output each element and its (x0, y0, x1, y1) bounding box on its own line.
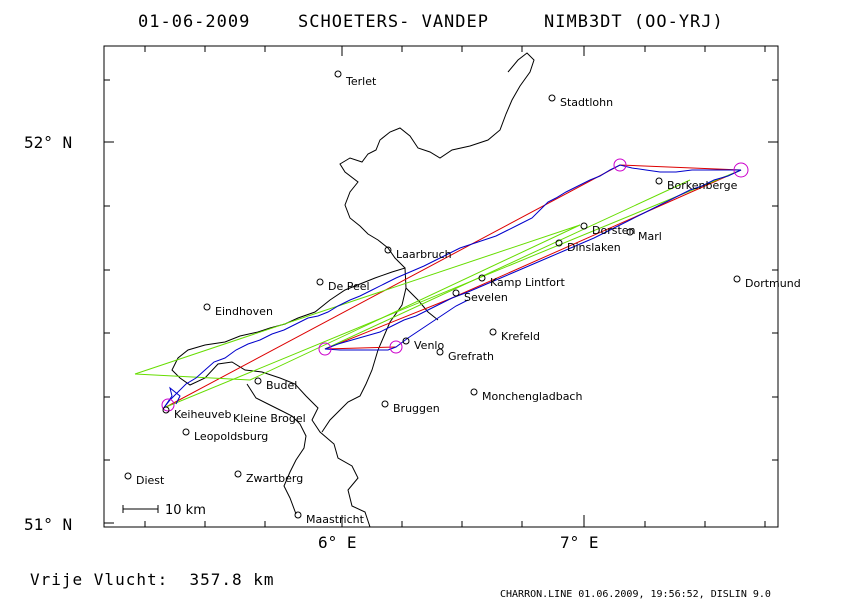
place-marker-icon (381, 400, 389, 408)
title-glider: NIMB3DT (OO-YRJ) (544, 12, 724, 32)
place-label: Stadtlohn (560, 96, 613, 109)
title-date: 01-06-2009 (138, 12, 250, 32)
place-monchengladbach: Monchengladbach (470, 388, 582, 403)
place-leopoldsburg: Leopoldsburg (182, 428, 268, 443)
place-label: Venlo (414, 339, 444, 352)
place-label: Kamp Lintfort (490, 276, 566, 289)
place-label: Marl (638, 230, 662, 243)
place-diest: Diest (124, 472, 165, 487)
place-label: Eindhoven (215, 305, 273, 318)
country-borders (171, 52, 535, 528)
place-marker-icon (655, 177, 663, 185)
place-label: Dortmund (745, 277, 801, 290)
place-de-peel: De Peel (316, 278, 370, 293)
place-marker-icon (478, 274, 486, 282)
place-laarbruch: Laarbruch (384, 246, 452, 261)
place-marker-icon (203, 303, 211, 311)
place-label: Bruggen (393, 402, 440, 415)
place-label: Maastricht (306, 513, 365, 526)
place-dortmund: Dortmund (733, 275, 801, 290)
scale-bar-label: 10 km (165, 503, 206, 518)
place-marker-icon (182, 428, 190, 436)
map-frame (103, 45, 779, 528)
place-bruggen: Bruggen (381, 400, 440, 415)
place-marker-icon (489, 328, 497, 336)
place-marker-icon (234, 470, 242, 478)
place-venlo: Venlo (402, 337, 444, 352)
place-marker-icon (334, 70, 342, 78)
place-label: Terlet (345, 75, 377, 88)
place-label: Krefeld (501, 330, 540, 343)
place-maastricht: Maastricht (294, 511, 365, 526)
place-label: Dorsten (592, 224, 636, 237)
place-kleine-brogel: Kleine Brogel (233, 412, 306, 425)
place-zwartberg: Zwartberg (234, 470, 303, 485)
footer-credit: CHARRON.LINE 01.06.2009, 19:56:52, DISLI… (500, 589, 771, 600)
place-stadtlohn: Stadtlohn (548, 94, 613, 109)
place-label: Keiheuveb (174, 408, 231, 421)
sector-lines (134, 169, 742, 408)
place-marker-icon (384, 246, 392, 254)
place-label: De Peel (328, 280, 370, 293)
place-marker-icon (124, 472, 132, 480)
place-marker-icon (162, 406, 170, 414)
place-marker-icon (436, 348, 444, 356)
place-marker-icon (555, 239, 563, 247)
lat-label-51: 51° N (24, 515, 72, 534)
place-label: Zwartberg (246, 472, 303, 485)
place-marker-icon (294, 511, 302, 519)
place-marker-icon (548, 94, 556, 102)
title-pilot: SCHOETERS- VANDEP (298, 12, 489, 32)
turnpoint-markers (161, 158, 749, 412)
place-label: Diest (136, 474, 165, 487)
place-grefrath: Grefrath (436, 348, 494, 363)
place-label: Monchengladbach (482, 390, 582, 403)
place-kamp-lintfort: Kamp Lintfort (478, 274, 566, 289)
lon-label-6: 6° E (318, 533, 357, 552)
place-marker-icon (452, 289, 460, 297)
place-sevelen: Sevelen (452, 289, 508, 304)
lat-label-52: 52° N (24, 133, 72, 152)
flight-track (162, 164, 742, 410)
place-dorsten: Dorsten (580, 222, 636, 237)
place-marker-icon (402, 337, 410, 345)
place-krefeld: Krefeld (489, 328, 540, 343)
place-keiheuveb: Keiheuveb (162, 406, 231, 421)
place-eindhoven: Eindhoven (203, 303, 273, 318)
place-borkenberge: Borkenberge (655, 177, 738, 192)
place-label: Kleine Brogel (233, 412, 306, 425)
places-layer: Terlet Stadtlohn Borkenberge Dorsten Marl Din… (124, 70, 801, 526)
place-label: Budel (266, 379, 297, 392)
place-marker-icon (626, 228, 634, 236)
place-marker-icon (470, 388, 478, 396)
place-marker-icon (254, 377, 262, 385)
axis-ticks (104, 46, 778, 527)
place-label: Dinslaken (567, 241, 621, 254)
place-marl: Marl (626, 228, 662, 243)
place-marker-icon (733, 275, 741, 283)
place-budel: Budel (254, 377, 297, 392)
footer-distance: Vrije Vlucht: 357.8 km (30, 570, 275, 589)
place-label: Grefrath (448, 350, 494, 363)
lon-label-7: 7° E (560, 533, 599, 552)
place-label: Laarbruch (396, 248, 452, 261)
scale-bar (122, 505, 159, 513)
place-marker-icon (580, 222, 588, 230)
place-label: Borkenberge (667, 179, 738, 192)
place-dinslaken: Dinslaken (555, 239, 621, 254)
place-marker-icon (316, 278, 324, 286)
place-label: Sevelen (464, 291, 508, 304)
place-label: Leopoldsburg (194, 430, 268, 443)
place-terlet: Terlet (334, 70, 377, 88)
